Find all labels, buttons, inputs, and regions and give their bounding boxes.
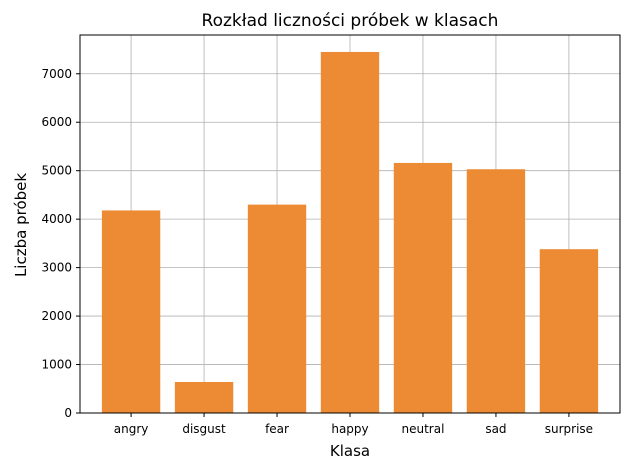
x-tick-label: disgust: [182, 422, 226, 436]
bar-angry: [101, 210, 161, 413]
chart-title: Rozkład liczności próbek w klasach: [202, 11, 499, 31]
y-axis-label: Liczba próbek: [12, 173, 30, 277]
x-tick-label: angry: [114, 422, 149, 436]
y-tick-label: 0: [64, 406, 72, 420]
x-tick-label: surprise: [545, 422, 593, 436]
x-tick-label: neutral: [402, 422, 445, 436]
y-tick-label: 3000: [41, 261, 72, 275]
y-tick-label: 5000: [41, 164, 72, 178]
bar-neutral: [393, 162, 453, 413]
bar-sad: [466, 169, 526, 413]
y-tick-label: 7000: [41, 67, 72, 81]
y-tick-label: 4000: [41, 212, 72, 226]
plot-frame: [79, 34, 621, 414]
x-tick-label: sad: [485, 422, 506, 436]
ticks: 0 1000 2000 3000 4000 5000 6000 7000 angry disgus…: [41, 67, 593, 436]
bars: [101, 51, 599, 413]
x-tick-label: fear: [265, 422, 289, 436]
y-tick-label: 1000: [41, 358, 72, 372]
bar-fear: [247, 204, 307, 413]
bar-surprise: [539, 249, 599, 413]
x-tick-label: happy: [331, 422, 368, 436]
bar-happy: [320, 51, 380, 413]
y-tick-label: 2000: [41, 309, 72, 323]
bar-disgust: [174, 381, 234, 413]
y-tick-label: 6000: [41, 115, 72, 129]
x-axis-label: Klasa: [330, 442, 370, 460]
